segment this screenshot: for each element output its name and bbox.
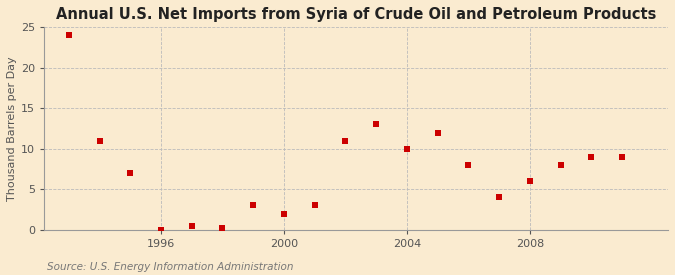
Point <box>432 130 443 135</box>
Point <box>279 211 290 216</box>
Point <box>125 171 136 175</box>
Point <box>309 203 320 208</box>
Point <box>586 155 597 159</box>
Point <box>63 33 74 38</box>
Point <box>524 179 535 183</box>
Point <box>555 163 566 167</box>
Title: Annual U.S. Net Imports from Syria of Crude Oil and Petroleum Products: Annual U.S. Net Imports from Syria of Cr… <box>56 7 656 22</box>
Point <box>463 163 474 167</box>
Point <box>95 139 105 143</box>
Point <box>371 122 381 127</box>
Point <box>186 224 197 228</box>
Text: Source: U.S. Energy Information Administration: Source: U.S. Energy Information Administ… <box>47 262 294 272</box>
Point <box>493 195 504 200</box>
Point <box>248 203 259 208</box>
Point <box>402 147 412 151</box>
Point <box>156 228 167 232</box>
Point <box>616 155 627 159</box>
Y-axis label: Thousand Barrels per Day: Thousand Barrels per Day <box>7 56 17 201</box>
Point <box>340 139 351 143</box>
Point <box>217 226 228 230</box>
